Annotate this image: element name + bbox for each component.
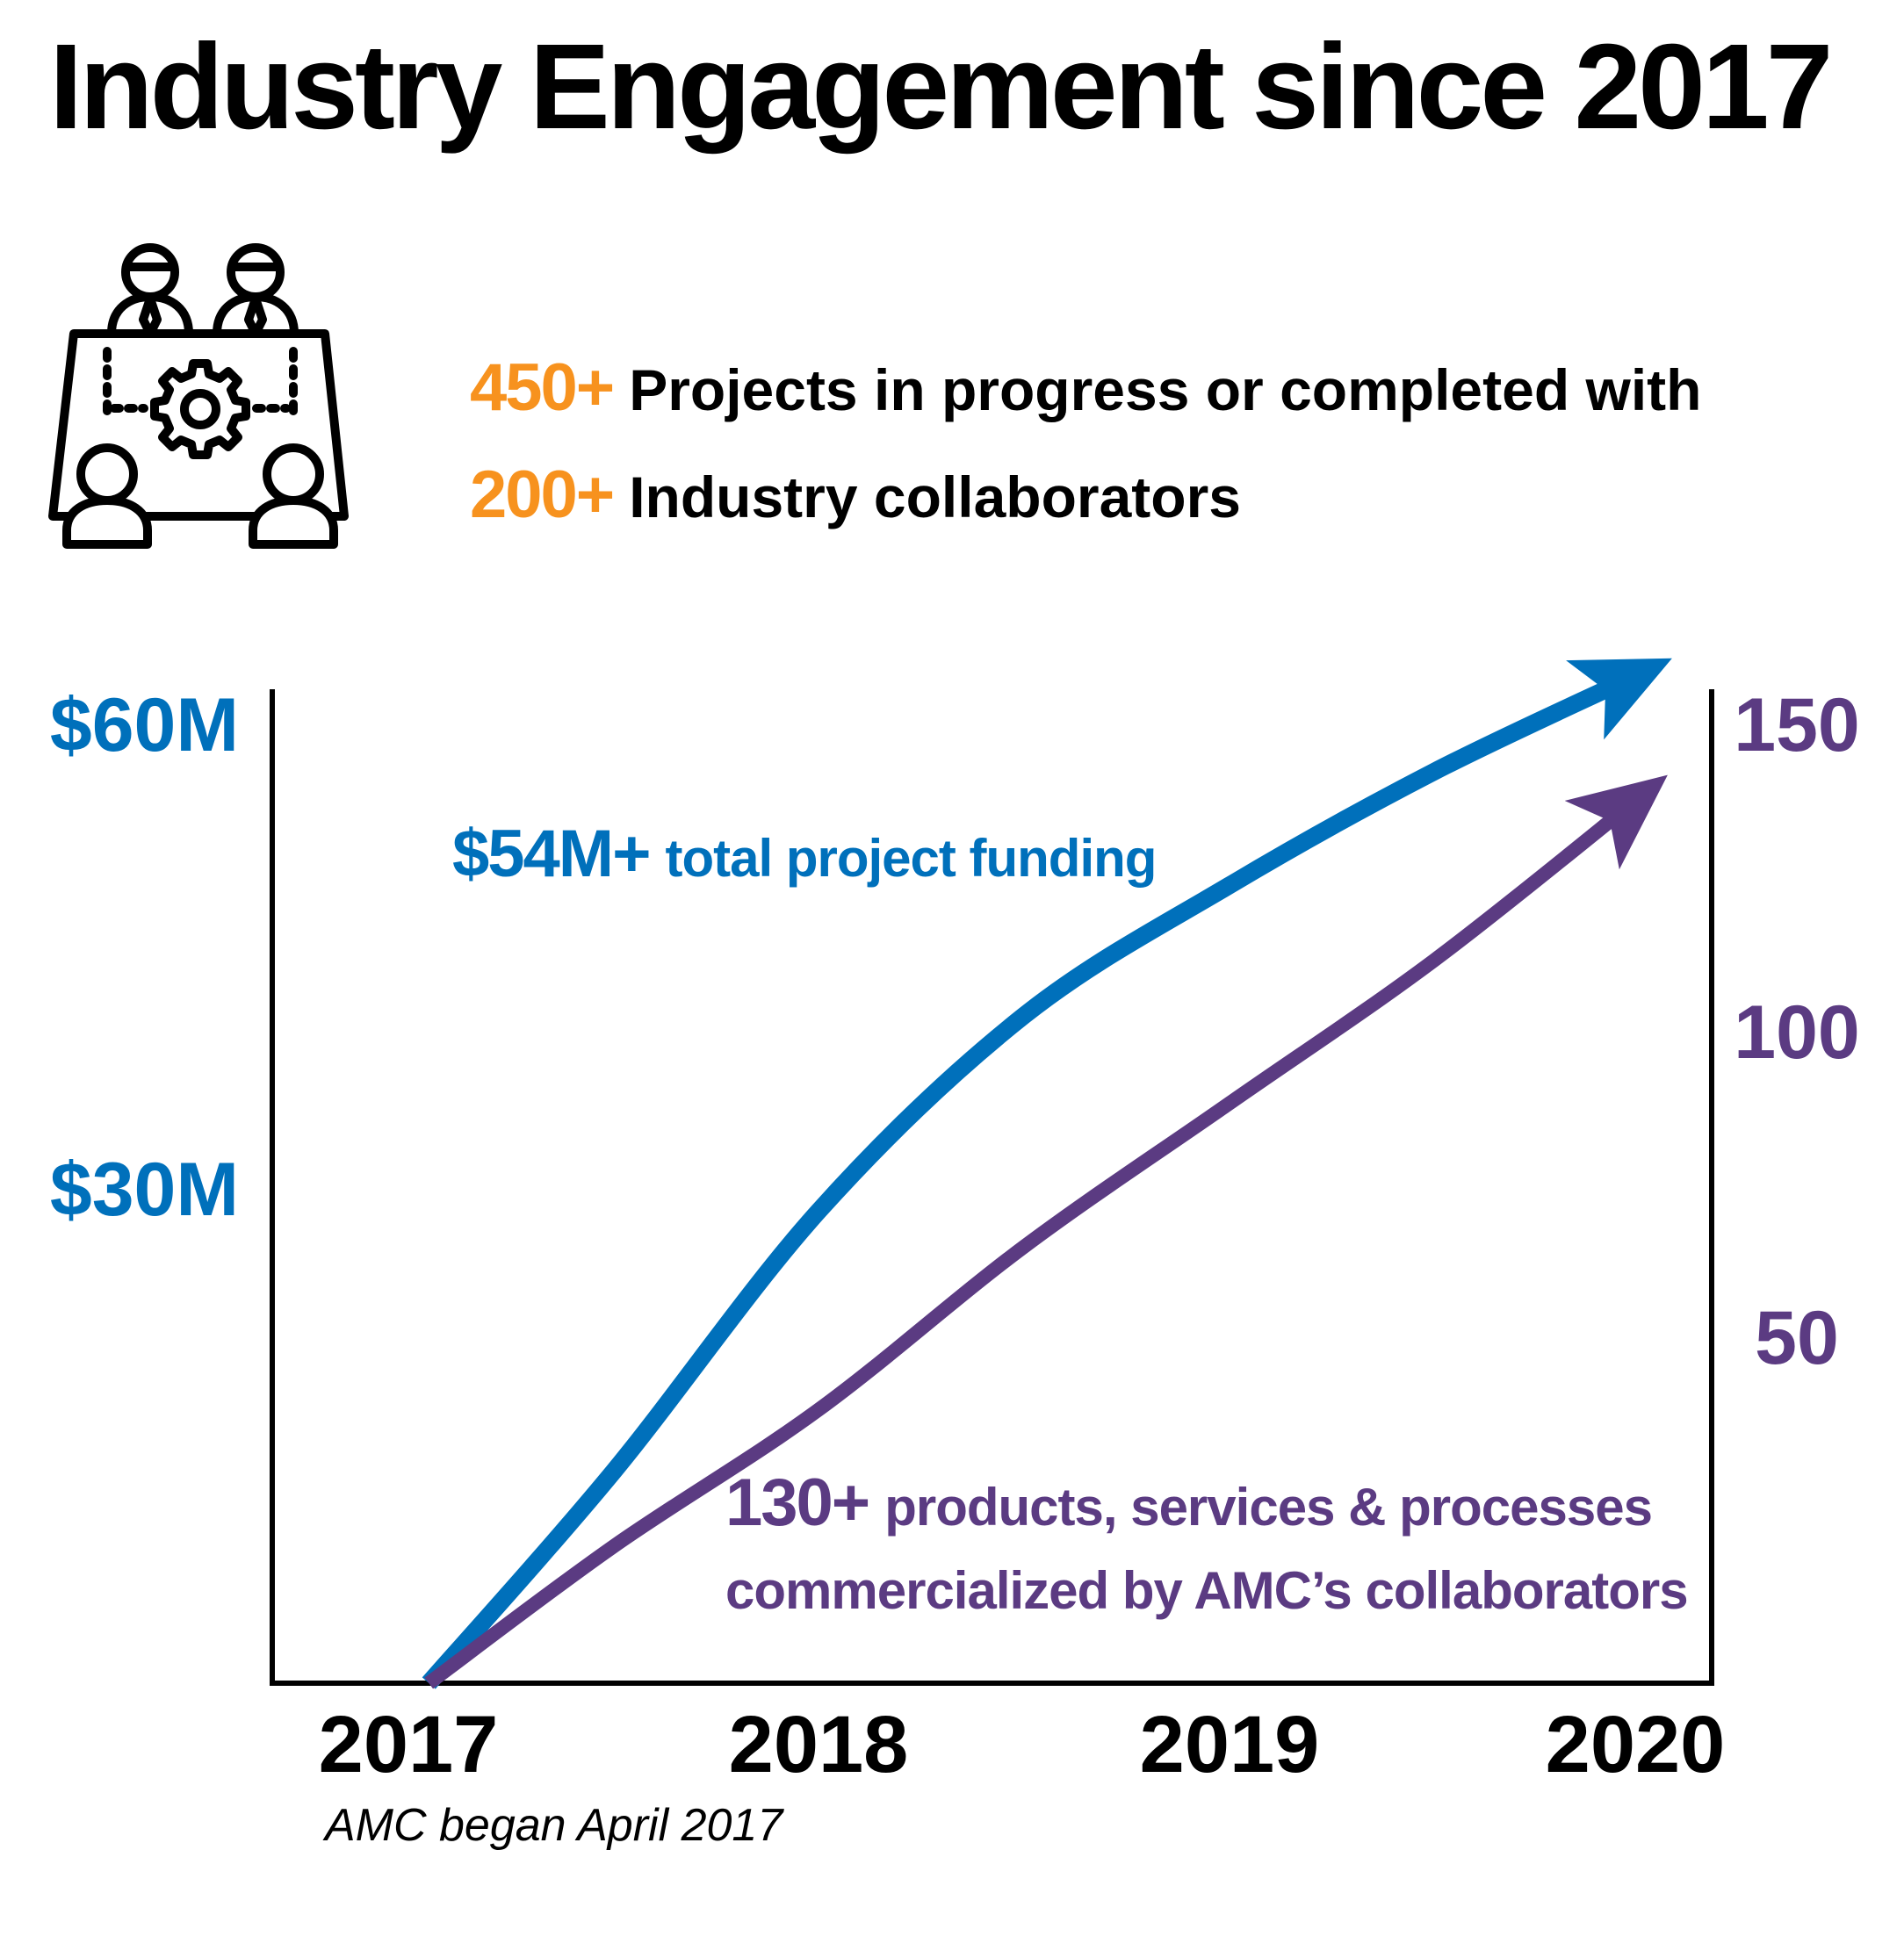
right-axis-tick-100: 100 [1734,990,1860,1075]
annotation-funding: $54M+ total project funding [452,817,1156,891]
series-line-funding [422,658,1672,1689]
left-axis-tick-60m: $60M [50,683,239,767]
stat-collaborators-text: Industry collaborators [629,464,1241,529]
x-axis-note: AMC began April 2017 [322,1800,784,1851]
x-axis-tick-2017: 2017 [319,1700,499,1789]
left-axis-tick-30m: $30M [50,1148,239,1232]
annotation-products-text-line2: commercialized by AMC’s collaborators [725,1561,1688,1620]
stat-projects-text: Projects in progress or completed with [629,357,1702,422]
stat-collaborators: 200+ Industry collaborators [470,457,1241,533]
right-axis-tick-150: 150 [1734,683,1860,767]
annotation-products-number: 130+ [725,1465,869,1540]
chart-axes [270,689,1714,1686]
x-axis-tick-2018: 2018 [729,1700,909,1789]
x-axis-tick-2020: 2020 [1546,1700,1726,1789]
page-title: Industry Engagement since 2017 [49,19,1833,155]
annotation-products: 130+ products, services & processes [725,1465,1652,1540]
stat-projects: 450+ Projects in progress or completed wi… [470,349,1701,426]
x-axis-tick-2019: 2019 [1140,1700,1320,1789]
annotation-products-text-line1: products, services & processes [884,1478,1652,1537]
stat-collaborators-number: 200+ [470,457,615,532]
business-meeting-icon [48,243,349,549]
series-line-products [424,774,1668,1689]
right-axis-tick-50: 50 [1755,1296,1839,1380]
annotation-funding-number: $54M+ [452,817,650,891]
stat-projects-number: 450+ [470,350,615,425]
annotation-funding-text: total project funding [666,829,1157,888]
